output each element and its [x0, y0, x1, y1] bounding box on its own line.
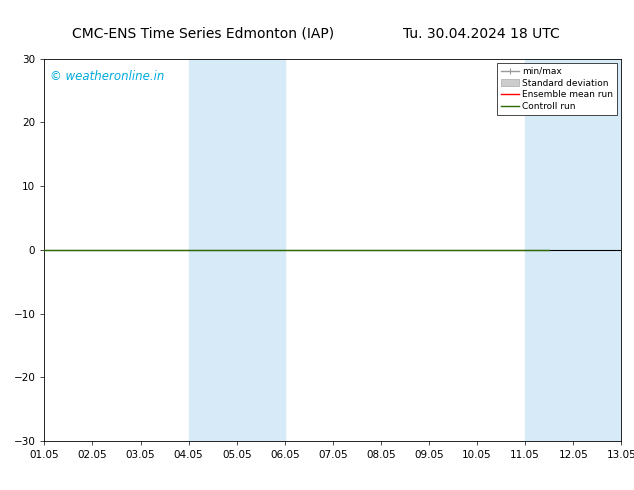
Text: © weatheronline.in: © weatheronline.in	[50, 70, 165, 83]
Bar	[189, 59, 236, 441]
Legend: min/max, Standard deviation, Ensemble mean run, Controll run: min/max, Standard deviation, Ensemble me…	[497, 63, 617, 115]
Bar	[525, 59, 573, 441]
Bar	[236, 59, 285, 441]
Text: Tu. 30.04.2024 18 UTC: Tu. 30.04.2024 18 UTC	[403, 27, 560, 41]
Bar	[573, 59, 621, 441]
Text: CMC-ENS Time Series Edmonton (IAP): CMC-ENS Time Series Edmonton (IAP)	[72, 27, 334, 41]
